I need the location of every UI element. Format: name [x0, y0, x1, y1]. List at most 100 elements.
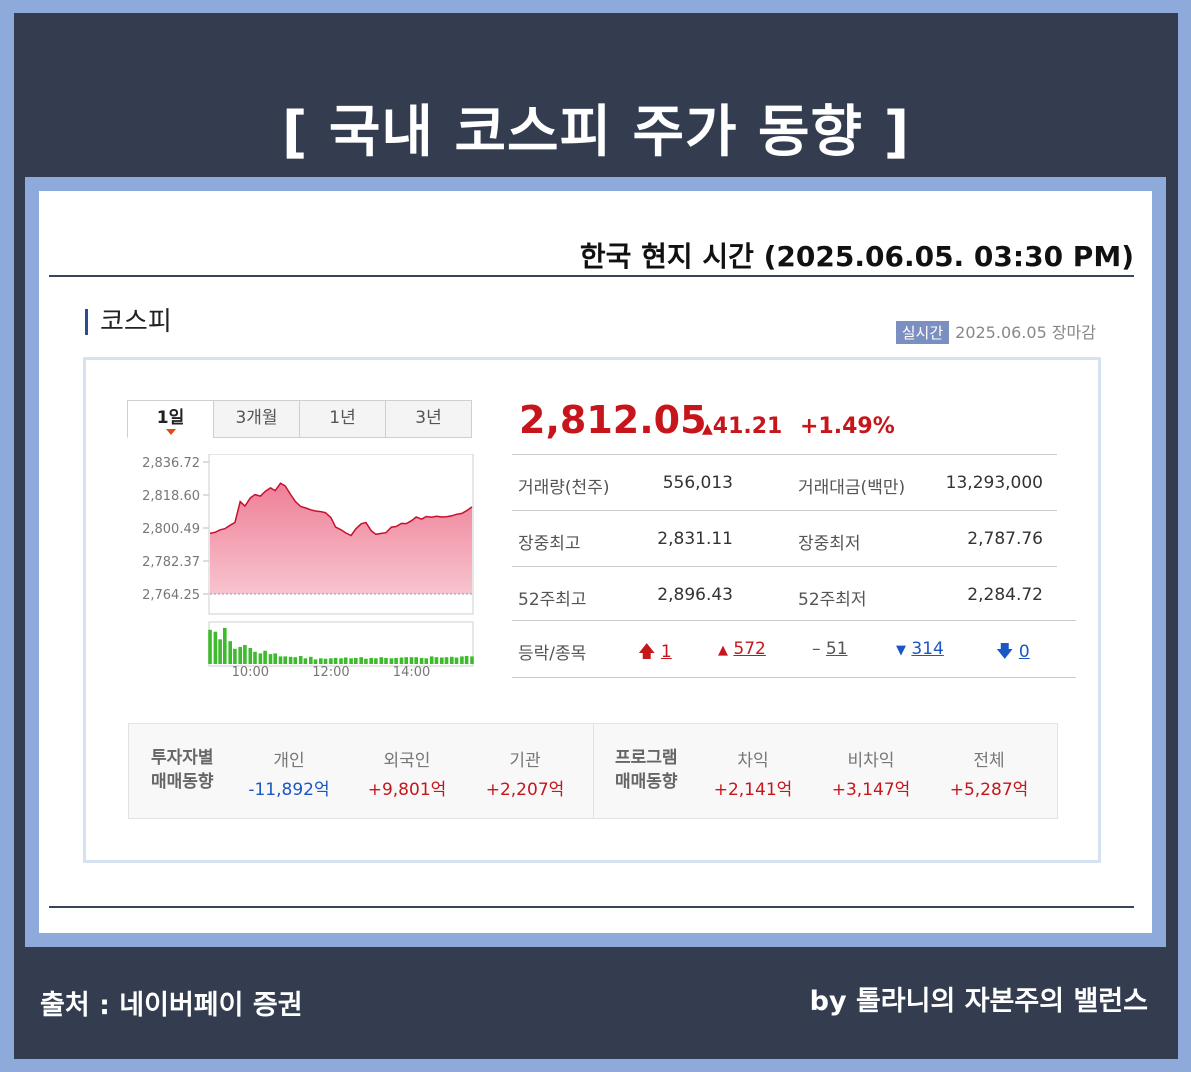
- fall-count[interactable]: ▼ 314: [896, 639, 944, 659]
- volume-bar: [364, 658, 368, 664]
- stat-value: 13,293,000: [945, 473, 1043, 493]
- advance-decline-label: 등락/종목: [518, 644, 587, 664]
- volume-bar: [464, 656, 469, 664]
- stats-row-intraday: 장중최고 2,831.11 장중최저 2,787.76: [512, 510, 1057, 566]
- investor-divider: [593, 724, 594, 818]
- price-area: [210, 483, 472, 594]
- volume-bar: [278, 656, 283, 664]
- tab-3-months[interactable]: 3개월: [213, 400, 300, 438]
- y-tick-label: 2,764.25: [142, 588, 200, 603]
- period-tabs: 1일 3개월 1년 3년: [127, 400, 472, 438]
- realtime-badge[interactable]: 실시간: [895, 321, 950, 344]
- tab-1-day[interactable]: 1일: [127, 400, 214, 438]
- volume-bar: [419, 657, 424, 664]
- arrow-down-icon: 🡇: [996, 642, 1014, 662]
- divider-top: [49, 275, 1134, 277]
- volume-bar: [303, 658, 308, 664]
- volume-bar: [343, 657, 348, 664]
- index-card: 1일 3개월 1년 3년 2,836.72 2,818.60 2,800.49 2,7…: [83, 357, 1101, 863]
- advance-decline-row: 등락/종목 🡅 1 ▲ 572 – 51 ▼ 314 🡇 0: [512, 620, 1076, 678]
- volume-bar: [208, 629, 212, 664]
- program-arbitrage: 차익 +2,141억: [713, 751, 793, 800]
- triangle-up-icon: ▲: [718, 643, 728, 658]
- stats-row-52week: 52주최고 2,896.43 52주최저 2,284.72: [512, 566, 1057, 622]
- stat-label: 52주최저: [798, 590, 867, 610]
- market-status: 2025.06.05 장마감: [955, 323, 1096, 342]
- price-line: [209, 482, 473, 537]
- volume-bar: [454, 657, 459, 664]
- program-total: 전체 +5,287억: [949, 751, 1029, 800]
- y-tick-label: 2,782.37: [142, 555, 200, 570]
- volume-bar: [440, 657, 444, 664]
- volume-bar: [409, 657, 414, 664]
- divider-bottom: [49, 906, 1134, 908]
- volume-bar: [283, 656, 287, 664]
- stat-value: 2,787.76: [967, 529, 1043, 549]
- volume-bar: [339, 658, 343, 664]
- lower-limit-count[interactable]: 🡇 0: [996, 642, 1030, 662]
- volume-bar: [379, 657, 384, 664]
- volume-bar: [434, 657, 439, 664]
- stat-label: 거래대금(백만): [798, 478, 906, 498]
- investor-institution: 기관 +2,207억: [485, 751, 565, 800]
- intraday-chart[interactable]: 2,836.72 2,818.60 2,800.49 2,782.37 2,764.25…: [122, 454, 482, 676]
- volume-bar: [450, 656, 454, 664]
- poster-title: [ 국내 코스피 주가 동향 ]: [281, 100, 911, 165]
- x-tick-label: 10:00: [232, 665, 269, 676]
- tab-3-years[interactable]: 3년: [385, 400, 472, 438]
- rise-count[interactable]: ▲ 572: [718, 639, 766, 659]
- volume-bar: [329, 658, 333, 664]
- volume-bar: [313, 659, 318, 664]
- volume-bar: [243, 645, 247, 664]
- volume-bar: [424, 658, 429, 664]
- volume-bar: [404, 657, 408, 664]
- volume-bar: [288, 656, 293, 664]
- y-tick-label: 2,836.72: [142, 456, 200, 471]
- arrow-up-icon: 🡅: [638, 642, 656, 662]
- program-non-arbitrage: 비차익 +3,147억: [831, 751, 911, 800]
- investor-individual: 개인 -11,892억: [248, 751, 330, 800]
- volume-bar: [323, 658, 328, 664]
- volume-bar: [268, 654, 273, 664]
- stat-value: 2,896.43: [657, 585, 733, 605]
- volume-bar: [273, 653, 277, 664]
- stats-table: 거래량(천주) 556,013 거래대금(백만) 13,293,000 장중최고…: [512, 454, 1057, 622]
- index-section-title: 코스피: [85, 309, 172, 335]
- flat-count[interactable]: – 51: [812, 639, 848, 659]
- triangle-down-icon: ▼: [896, 643, 906, 658]
- volume-bar: [233, 648, 237, 664]
- index-price: 2,812.05: [519, 398, 707, 442]
- stat-label: 52주최고: [518, 590, 587, 610]
- volume-bar: [319, 658, 323, 664]
- tab-1-year[interactable]: 1년: [299, 400, 386, 438]
- volume-bar: [309, 656, 313, 664]
- upper-limit-count[interactable]: 🡅 1: [638, 642, 672, 662]
- volume-bar: [228, 641, 232, 664]
- volume-bar: [414, 657, 418, 664]
- volume-bar: [470, 656, 474, 664]
- volume-bar: [460, 656, 464, 664]
- volume-bar: [248, 648, 253, 664]
- volume-bar: [223, 627, 227, 664]
- volume-bar: [369, 657, 373, 664]
- stat-value: 2,831.11: [657, 529, 733, 549]
- volume-bar: [359, 657, 363, 664]
- up-triangle-icon: ▲: [702, 421, 713, 437]
- volume-bar: [298, 656, 303, 664]
- stats-row-volume: 거래량(천주) 556,013 거래대금(백만) 13,293,000: [512, 454, 1057, 510]
- volume-bar: [389, 658, 394, 664]
- investor-foreign: 외국인 +9,801억: [367, 751, 447, 800]
- realtime-status: 실시간 2025.06.05 장마감: [895, 319, 1096, 344]
- stat-label: 장중최저: [798, 534, 861, 554]
- author-byline: by 톨라니의 자본주의 밸런스: [809, 986, 1148, 1017]
- screenshot-panel: 한국 현지 시간 (2025.06.05. 03:30 PM) 코스피 실시간 2…: [39, 191, 1152, 933]
- volume-bar: [263, 650, 267, 664]
- stat-value: 2,284.72: [967, 585, 1043, 605]
- index-change-value: 41.21: [712, 414, 783, 439]
- volume-bar: [394, 657, 398, 664]
- stat-label: 장중최고: [518, 534, 581, 554]
- investor-heading: 투자자별 매매동향: [151, 748, 214, 792]
- volume-bar: [253, 651, 257, 664]
- index-change: ▲41.21: [702, 414, 782, 439]
- stat-label: 거래량(천주): [518, 478, 610, 498]
